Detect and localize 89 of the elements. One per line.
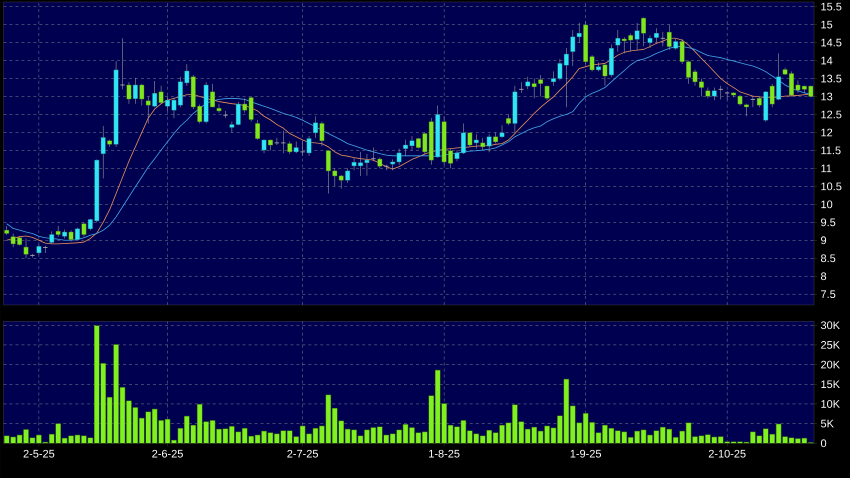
y-tick-label: 10.5 [821, 182, 842, 190]
candlestick [500, 124, 504, 138]
candlestick [216, 103, 222, 113]
candlestick [300, 141, 306, 156]
candlestick [345, 168, 350, 184]
candlestick [158, 85, 164, 104]
candlestick [654, 28, 659, 43]
candlestick [525, 76, 530, 90]
candlestick [544, 85, 550, 100]
y-tick-label: 9 [821, 236, 826, 244]
candlestick [377, 157, 382, 169]
candlestick [268, 139, 273, 151]
y-tick-label: 15 [821, 20, 832, 28]
candlestick [82, 222, 86, 237]
candlestick [705, 87, 710, 99]
y-tick-label: 9.5 [821, 218, 836, 226]
x-tick-label: 2-10-25 [708, 450, 746, 458]
y-tick-label: 20K [821, 360, 840, 368]
y-tick-label: 12 [821, 128, 832, 136]
candlestick [738, 94, 742, 106]
y-tick-label: 15K [821, 380, 840, 388]
candlestick [493, 132, 498, 144]
candlestick [56, 226, 61, 237]
y-tick-label: 8.5 [820, 254, 836, 262]
candlestick [139, 84, 144, 106]
candlestick [75, 227, 80, 241]
x-tick-label: 2-6-25 [152, 450, 183, 458]
y-tick-label: 13 [821, 92, 832, 100]
candlestick [673, 38, 678, 50]
candlestick [280, 130, 286, 154]
candlestick [262, 139, 266, 154]
candlestick [486, 134, 492, 153]
y-tick-label: 5K [820, 420, 834, 428]
y-tick-label: 12.5 [821, 110, 842, 118]
candlestick [770, 84, 775, 108]
candlestick [750, 96, 756, 108]
candlestick [480, 138, 486, 151]
x-tick-label: 2-5-25 [24, 450, 54, 458]
y-tick-label: 11 [821, 164, 832, 172]
y-tick-label: 10 [821, 200, 832, 208]
candlestick [718, 85, 724, 100]
y-tick-label: 30K [820, 321, 840, 330]
candlestick [467, 132, 472, 148]
candlestick [641, 17, 646, 46]
y-tick-label: 11.5 [821, 146, 841, 154]
y-tick-label: 14 [821, 56, 832, 64]
candlestick [24, 238, 28, 259]
candlestick [506, 114, 511, 126]
candlestick [596, 62, 601, 72]
candlestick [68, 230, 74, 242]
candlestick [287, 141, 292, 154]
candlestick [49, 231, 54, 244]
candlestick [602, 64, 608, 86]
candlestick [518, 82, 524, 94]
candlestick [712, 87, 717, 100]
candlestick [474, 134, 479, 149]
candlestick [370, 147, 376, 162]
candlestick [146, 96, 151, 124]
y-tick-label: 25K [821, 341, 840, 349]
y-tick-label: 7.5 [821, 290, 836, 298]
candlestick [306, 136, 312, 156]
y-tick-label: 8 [820, 272, 826, 280]
y-tick-label: 13.5 [821, 74, 842, 82]
candlestick [776, 53, 782, 100]
candlestick [320, 121, 324, 146]
candlestick [648, 35, 652, 48]
y-tick-label: 0 [820, 439, 826, 448]
candlestick [36, 244, 42, 255]
x-tick-label: 1-9-25 [570, 450, 602, 458]
candlestick [132, 78, 138, 104]
candlestick [210, 84, 215, 108]
x-tick-label: 1-8-25 [429, 450, 460, 458]
candlestick [30, 254, 36, 258]
y-tick-label: 14.5 [821, 38, 842, 46]
candlestick [634, 22, 640, 50]
x-tick-label: 2-7-25 [287, 450, 318, 458]
candlestick [756, 96, 762, 108]
candlestick [294, 141, 299, 154]
y-tick-label: 10K [821, 400, 840, 408]
candlestick [313, 116, 318, 138]
candlestick [126, 82, 132, 104]
candlestick [152, 80, 158, 108]
candlestick [100, 126, 106, 179]
candlestick [120, 38, 126, 90]
y-tick-label: 15.5 [821, 2, 842, 10]
candlestick [744, 103, 749, 117]
candlestick [255, 120, 260, 140]
candlestick [666, 24, 672, 50]
candlestick [615, 30, 620, 52]
